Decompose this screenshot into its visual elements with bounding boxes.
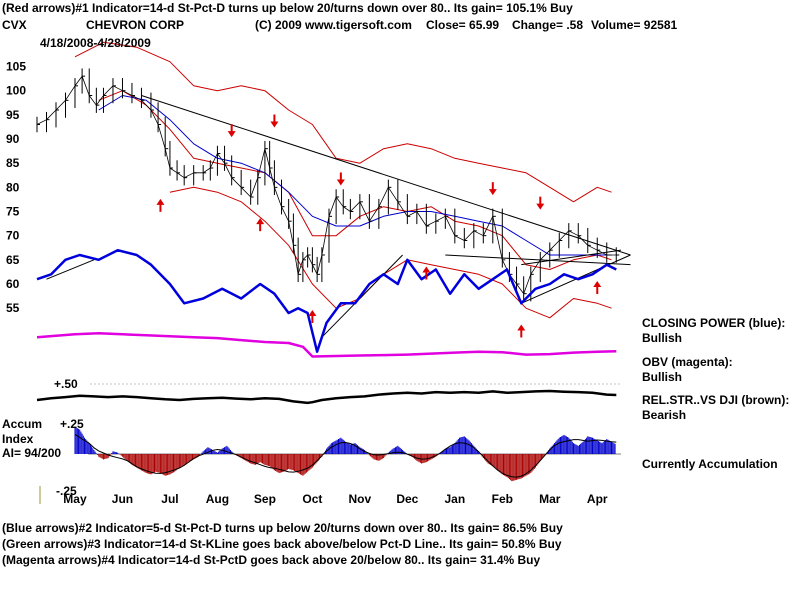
month-label: Oct: [302, 492, 322, 506]
month-axis: May Jun Jul Aug Sep Oct Nov Dec Jan Feb Mar Apr: [63, 492, 608, 506]
obv-polyline: [36, 332, 617, 358]
accum-index-panel: [39, 426, 621, 504]
sell-arrow-head: [227, 131, 236, 138]
y-tick-label: 60: [6, 277, 20, 291]
sell-arrow-head: [336, 179, 345, 186]
company-name: CHEVRON CORP: [86, 18, 185, 32]
close-price: Close= 65.99: [426, 18, 500, 32]
relstr-polyline: [36, 389, 617, 405]
moving-average-blue: [98, 95, 612, 256]
buy-arrow-head: [308, 310, 317, 316]
accum-ai-value: AI= 94/200: [2, 446, 62, 460]
relative-strength-panel: [36, 383, 621, 405]
ma-blue-line: [98, 95, 612, 256]
obv-status: Bullish: [642, 370, 683, 384]
sell-arrow-head: [270, 121, 279, 128]
obv-line: [36, 332, 617, 358]
month-label: Sep: [254, 492, 276, 506]
buy-arrow-head: [593, 281, 602, 287]
accumulation-status: Currently Accumulation: [642, 457, 778, 471]
y-tick-label: 100: [6, 84, 26, 98]
price-axis: 105 100 95 90 85 80 75 70 65 60 55: [6, 60, 26, 316]
buy-arrow-head: [517, 324, 526, 331]
relstr-status: Bearish: [642, 408, 687, 422]
y-tick-label: 65: [6, 253, 20, 267]
upper-band-line: [74, 41, 612, 203]
obv-title: OBV (magenta):: [642, 355, 733, 369]
buy-arrow-head: [422, 266, 431, 273]
trendline: [141, 95, 631, 256]
price-line: [36, 75, 617, 295]
trendline: [521, 249, 622, 266]
date-range: 4/18/2008-4/28/2009: [40, 36, 151, 50]
closing-power-title: CLOSING POWER (blue):: [642, 316, 786, 330]
month-label: May: [63, 492, 87, 506]
closing-power-status: Bullish: [642, 331, 683, 345]
sell-arrow-head: [488, 189, 497, 196]
sell-arrow-head: [536, 203, 545, 210]
y-tick-label: 85: [6, 156, 20, 170]
month-label: Apr: [587, 492, 608, 506]
y-tick-label: 105: [6, 60, 26, 74]
price-bars: [36, 68, 620, 302]
ma-red-line: [98, 90, 612, 270]
month-label: Jan: [444, 492, 465, 506]
moving-average-red: [98, 90, 612, 270]
month-label: Dec: [396, 492, 418, 506]
accum-top-label: +.25: [60, 417, 84, 431]
y-tick-label: 80: [6, 180, 20, 194]
footer-line-magenta: (Magenta arrows)#4 Indicator=14-d St-Pct…: [2, 553, 541, 567]
lower-band: [169, 186, 612, 319]
month-label: Mar: [539, 492, 561, 506]
y-tick-label: 75: [6, 205, 20, 219]
closing-power-line: [36, 248, 617, 353]
footer-line-green: (Green arrows)#3 Indicator=14-d St-KLine…: [2, 537, 562, 551]
header-indicator-line: (Red arrows)#1 Indicator=14-d St-Pct-D t…: [2, 1, 573, 15]
accum-index-label: Index: [2, 432, 34, 446]
footer-line-blue: (Blue arrows)#2 Indicator=5-d St-Pct-D t…: [2, 521, 563, 535]
relstr-top-label: +.50: [54, 377, 78, 391]
y-tick-label: 95: [6, 108, 20, 122]
y-tick-label: 90: [6, 132, 20, 146]
accum-bottom-label: -.25: [56, 484, 77, 498]
signal-arrows: [156, 114, 602, 338]
volume: Volume= 92581: [591, 18, 678, 32]
upper-band: [74, 41, 612, 203]
ticker-symbol: CVX: [2, 18, 27, 32]
month-label: Jun: [112, 492, 133, 506]
accum-title: Accum: [2, 417, 43, 431]
closing-power-polyline: [36, 248, 617, 353]
trendline: [46, 259, 95, 280]
month-label: Nov: [349, 492, 372, 506]
trendline: [321, 254, 403, 338]
lower-band-line: [169, 186, 612, 319]
buy-arrow-head: [256, 218, 265, 225]
price-change: Change= .58: [512, 18, 584, 32]
copyright: (C) 2009 www.tigersoft.com: [255, 18, 412, 32]
trendline: [445, 254, 631, 266]
y-tick-label: 70: [6, 229, 20, 243]
y-tick-label: 55: [6, 301, 20, 315]
month-label: Aug: [206, 492, 229, 506]
month-label: Jul: [161, 492, 178, 506]
trendlines: [46, 95, 631, 338]
accum-average-line: [74, 433, 617, 478]
price-panel: 105 100 95 90 85 80 75 70 65 60 55: [6, 41, 631, 353]
buy-arrow-head: [156, 198, 165, 205]
month-label: Feb: [492, 492, 513, 506]
relstr-title: REL.STR..VS DJI (brown):: [642, 393, 790, 407]
